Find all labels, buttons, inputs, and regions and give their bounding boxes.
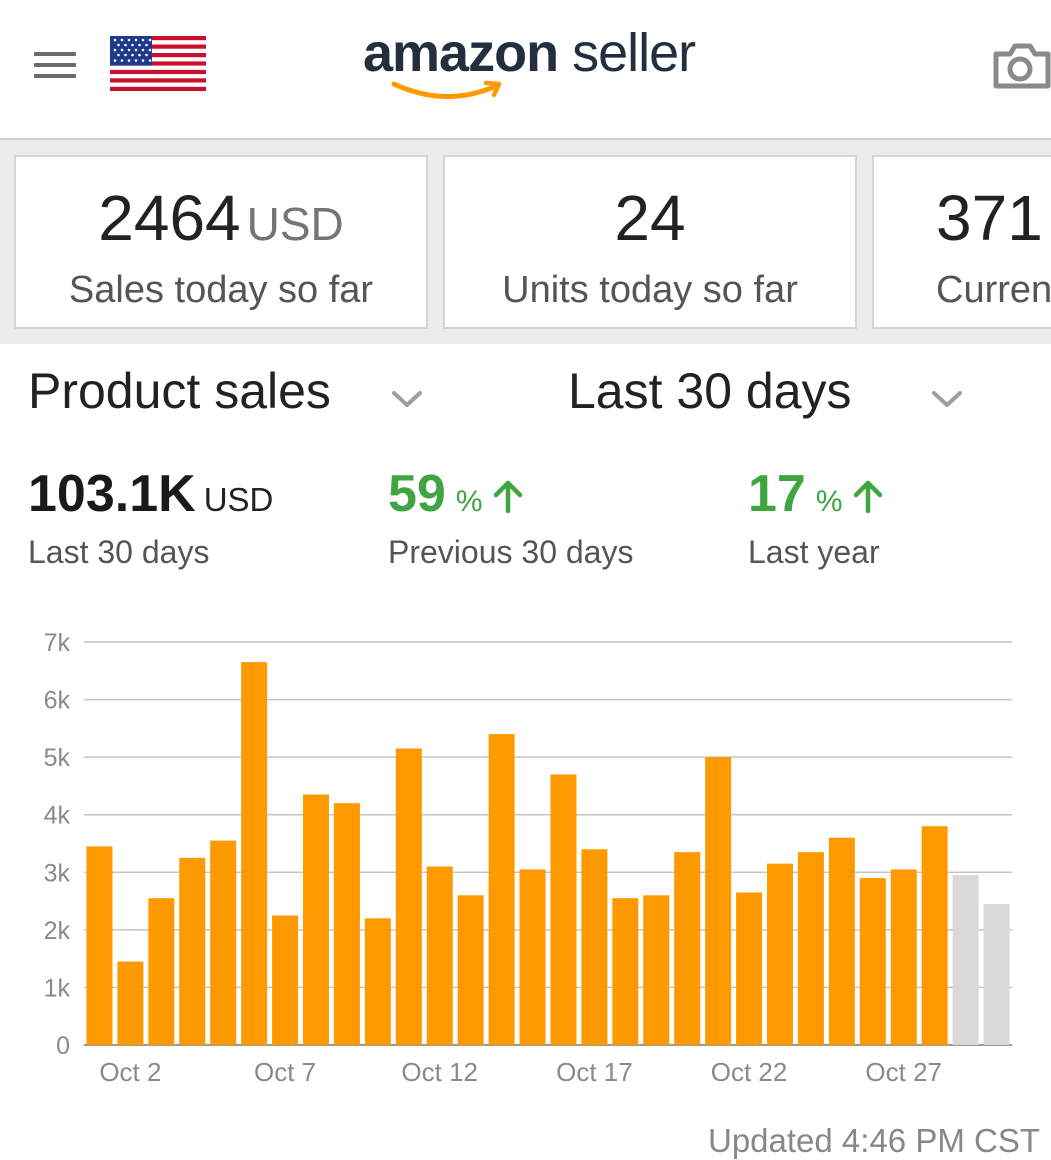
bar (148, 898, 175, 1045)
current-value: 371 (936, 182, 1043, 254)
bar (179, 857, 206, 1045)
y-tick-label: 4k (44, 802, 71, 830)
units-today-card[interactable]: 24 Units today so far (443, 155, 857, 329)
amazon-seller-logo: amazon seller (360, 22, 720, 112)
arrow-up-icon (493, 480, 523, 513)
current-card[interactable]: 371 Curren (872, 155, 1051, 329)
bar (612, 898, 639, 1045)
units-today-label: Units today so far (502, 269, 798, 311)
previous-change-unit: % (455, 485, 483, 518)
y-tick-label: 2k (44, 917, 71, 945)
bar (241, 662, 268, 1045)
bar (426, 866, 453, 1045)
y-tick-label: 0 (56, 1032, 70, 1060)
x-tick-label: Oct 27 (865, 1057, 942, 1087)
bar (736, 892, 763, 1045)
logo-brand: amazon (363, 23, 559, 83)
us-flag-icon[interactable] (110, 36, 206, 91)
sales-bar-chart: 0 1k 2k 3k 4k 5k 6k 7k Oct 2 Oct 7 Oct 12 Oct 17 Oct… (44, 629, 1012, 1087)
last-year-label: Last year (748, 534, 880, 570)
units-today-value: 24 (614, 182, 686, 254)
y-tick-label: 7k (44, 629, 71, 657)
chevron-down-icon[interactable] (930, 388, 964, 410)
total-sales-metric: 103.1K USD (28, 464, 273, 524)
x-tick-label: Oct 17 (556, 1057, 633, 1087)
total-sales-unit: USD (203, 481, 274, 518)
bar (890, 869, 917, 1045)
sales-today-value: 2464 (98, 182, 241, 254)
logo-suffix: seller (572, 23, 696, 83)
current-label: Curren (936, 269, 1051, 311)
chevron-down-icon[interactable] (390, 388, 424, 410)
range-selector[interactable]: Last 30 days (568, 363, 852, 419)
previous-period-change: 59% (388, 464, 525, 524)
bar (921, 826, 948, 1045)
y-tick-label: 6k (44, 687, 71, 715)
bar (272, 915, 299, 1045)
metric-selector[interactable]: Product sales (28, 363, 331, 419)
x-tick-label: Oct 2 (99, 1057, 161, 1087)
bar (581, 849, 608, 1045)
bar (828, 837, 855, 1045)
total-sales-label: Last 30 days (28, 534, 210, 570)
previous-change-value: 59 (388, 465, 446, 523)
y-tick-label: 3k (44, 859, 71, 887)
camera-icon[interactable] (992, 40, 1051, 90)
bar (550, 774, 577, 1045)
summary-cards: 2464 USD Sales today so far 24 Units toda… (0, 140, 1051, 344)
arrow-up-icon (853, 480, 883, 513)
sales-today-card[interactable]: 2464 USD Sales today so far (14, 155, 428, 329)
bar (395, 748, 422, 1045)
total-sales-value: 103.1K (28, 465, 196, 523)
last-year-change: 17% (748, 464, 885, 524)
x-tick-label: Oct 12 (401, 1057, 478, 1087)
bar (210, 840, 237, 1045)
sales-today-unit: USD (246, 198, 344, 250)
bar (674, 852, 701, 1045)
bar (86, 846, 113, 1045)
bar (705, 757, 732, 1045)
bar (333, 803, 360, 1045)
last-year-change-unit: % (815, 485, 843, 518)
y-tick-label: 1k (44, 974, 71, 1002)
bar (457, 895, 484, 1045)
projected-bar (952, 875, 979, 1045)
bar (488, 734, 515, 1045)
x-tick-label: Oct 7 (254, 1057, 316, 1087)
bar (519, 869, 546, 1045)
y-tick-label: 5k (44, 744, 71, 772)
bar (303, 794, 329, 1045)
hamburger-menu-icon[interactable] (34, 52, 76, 80)
previous-period-label: Previous 30 days (388, 534, 634, 570)
bar (643, 895, 670, 1045)
amazon-smile-icon (391, 80, 502, 99)
app-header: amazon seller (0, 0, 1051, 140)
x-tick-label: Oct 22 (711, 1057, 788, 1087)
last-year-change-value: 17 (748, 465, 806, 523)
sales-today-label: Sales today so far (68, 269, 374, 311)
bar (364, 918, 391, 1045)
bar (859, 878, 886, 1045)
bar (767, 863, 793, 1045)
projected-bar (983, 903, 1010, 1045)
bar (797, 852, 824, 1045)
updated-timestamp: Updated 4:46 PM CST (708, 1122, 1040, 1159)
bar (117, 961, 144, 1045)
